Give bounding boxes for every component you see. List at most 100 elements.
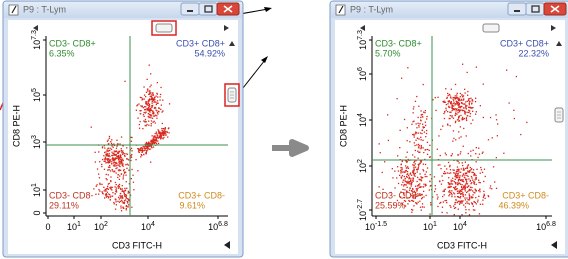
event-dot [113, 152, 115, 154]
scroll-left[interactable] [360, 25, 365, 31]
event-dot [445, 104, 447, 106]
event-dot [454, 183, 457, 185]
event-dot [434, 188, 437, 190]
event-dot [117, 200, 119, 202]
event-dot [449, 117, 451, 120]
event-dot [421, 194, 423, 196]
event-dot [470, 196, 472, 198]
event-dot [436, 148, 438, 150]
event-dot [144, 106, 146, 108]
event-dot [453, 100, 455, 102]
event-dot [423, 190, 425, 192]
event-dot [158, 131, 160, 133]
event-dot [155, 131, 158, 133]
scroll-right[interactable] [224, 25, 229, 31]
maximize-button[interactable] [525, 2, 545, 16]
event-dot [401, 159, 404, 162]
event-dot [467, 164, 470, 166]
event-dot [451, 109, 453, 112]
h-scroll-thumb[interactable] [155, 23, 173, 33]
event-dot [457, 104, 459, 106]
event-dot [132, 181, 135, 183]
event-dot [128, 199, 130, 202]
event-dot [417, 150, 419, 152]
event-dot [464, 206, 467, 208]
event-dot [411, 211, 413, 213]
event-dot [137, 148, 139, 150]
event-dot [103, 186, 105, 188]
maximize-button[interactable] [198, 2, 218, 16]
event-dot [139, 110, 141, 112]
event-dot [462, 187, 465, 189]
event-dot [421, 197, 423, 199]
event-dot [449, 125, 451, 127]
event-dot [414, 196, 417, 198]
event-dot [403, 185, 405, 187]
event-dot [429, 144, 431, 146]
event-dot [462, 193, 464, 196]
event-dot [469, 180, 471, 182]
event-dot [116, 145, 118, 147]
event-dot [151, 142, 154, 144]
minimize-button[interactable] [507, 2, 527, 16]
event-dot [468, 188, 471, 190]
event-dot [110, 176, 112, 178]
event-dot [422, 127, 425, 129]
event-dot [108, 160, 110, 163]
event-dot [163, 136, 165, 139]
event-dot [491, 188, 493, 190]
event-dot [145, 96, 147, 98]
event-dot [113, 159, 115, 161]
scroll-up[interactable] [229, 41, 235, 46]
tick-label: 104 [453, 221, 467, 232]
event-dot [466, 201, 468, 203]
panel-toggle[interactable] [551, 241, 557, 249]
event-dot [145, 142, 147, 144]
minimize-button[interactable] [180, 2, 200, 16]
event-dot [121, 190, 124, 192]
event-dot [160, 138, 162, 140]
event-dot [473, 181, 476, 183]
event-dot [128, 169, 130, 171]
scroll-up[interactable] [556, 41, 562, 46]
event-dot [471, 202, 474, 205]
tick-label: 104 [141, 221, 155, 232]
event-dot [144, 143, 146, 145]
event-dot [457, 118, 460, 120]
scroll-right[interactable] [551, 25, 556, 31]
event-dot [407, 191, 409, 193]
event-dot [144, 124, 146, 127]
event-dot [469, 113, 472, 115]
event-dot [147, 101, 149, 103]
event-dot [120, 136, 123, 138]
event-dot [473, 201, 475, 203]
panel-toggle[interactable] [224, 241, 230, 249]
tick-label: 10-1.5 [365, 221, 387, 232]
event-dot [461, 186, 463, 188]
event-dot [105, 154, 107, 157]
event-dot [450, 102, 452, 104]
event-dot [424, 121, 426, 123]
scroll-left[interactable] [33, 25, 38, 31]
event-dot [140, 110, 142, 112]
event-dot [454, 181, 457, 184]
event-dot [444, 111, 446, 113]
event-dot [484, 197, 486, 199]
event-dot [123, 155, 126, 157]
event-dot [465, 212, 467, 214]
event-dot [125, 205, 127, 208]
event-dot [413, 168, 415, 170]
event-dot [412, 133, 414, 136]
event-dot [464, 186, 466, 188]
event-dot [118, 184, 120, 187]
event-dot [406, 127, 408, 129]
event-dot [122, 163, 124, 165]
h-scroll-thumb[interactable] [482, 23, 500, 33]
event-dot [414, 166, 417, 168]
quadrant-percent: 22.32% [518, 48, 549, 58]
event-dot [153, 136, 155, 138]
event-dot [118, 178, 120, 180]
event-dot [391, 168, 393, 170]
event-dot [473, 191, 475, 194]
